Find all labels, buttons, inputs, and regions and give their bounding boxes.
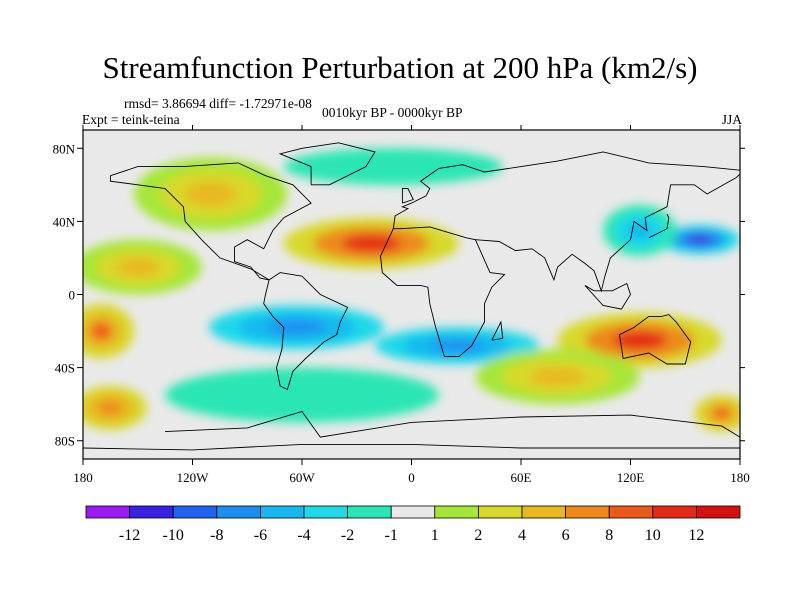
x-tick-label: 120W bbox=[177, 470, 210, 485]
coastline bbox=[401, 188, 414, 204]
colorbar: -12 -10 -8 -6 -4 -2 -1 1 2 4 6 8 10 12 bbox=[85, 505, 741, 544]
field-feature bbox=[267, 320, 326, 335]
x-tick-label: 180 bbox=[73, 470, 93, 485]
colorbar-swatch bbox=[216, 505, 261, 519]
x-tick-label: 120E bbox=[617, 470, 645, 485]
coastline bbox=[584, 282, 631, 310]
colorbar-swatch bbox=[696, 505, 741, 519]
y-tick-label: 40S bbox=[55, 361, 75, 376]
colorbar-swatch bbox=[565, 505, 610, 519]
field-feature bbox=[98, 400, 123, 416]
field-feature bbox=[90, 321, 113, 341]
colorbar-label: 12 bbox=[688, 527, 704, 544]
colorbar-label: -1 bbox=[385, 527, 398, 544]
coastline bbox=[278, 142, 376, 186]
coastlines bbox=[83, 142, 740, 451]
coastline bbox=[392, 151, 740, 229]
rmsd-stats-label: rmsd= 3.86694 diff= -1.72971e-08 bbox=[124, 96, 312, 111]
contour-field bbox=[83, 130, 740, 459]
x-tick-label: 60E bbox=[511, 470, 532, 485]
x-tick-label: 60W bbox=[289, 470, 315, 485]
coastline bbox=[475, 173, 740, 293]
colorbar-label: 10 bbox=[645, 527, 661, 544]
field-feature bbox=[116, 257, 160, 277]
coastline bbox=[619, 314, 692, 365]
colorbar-swatch bbox=[85, 505, 130, 519]
coastline bbox=[380, 226, 506, 358]
colorbar-label: 6 bbox=[562, 527, 570, 544]
field-feature bbox=[686, 234, 714, 245]
y-tick-label: 80N bbox=[53, 141, 76, 156]
colorbar-swatch bbox=[434, 505, 479, 519]
field-feature bbox=[712, 407, 731, 420]
colorbar-swatch bbox=[347, 505, 392, 519]
coastline bbox=[109, 162, 312, 281]
field-feature bbox=[342, 234, 401, 252]
y-tick-label: 40N bbox=[53, 214, 76, 229]
colorbar-label: 8 bbox=[605, 527, 613, 544]
field-feature bbox=[185, 181, 237, 207]
experiment-label: Expt = teink-teina bbox=[82, 112, 180, 127]
coastline bbox=[263, 272, 349, 391]
chart-title: Streamfunction Perturbation at 200 hPa (… bbox=[102, 50, 698, 85]
field-feature bbox=[612, 331, 667, 350]
colorbar-label: -8 bbox=[210, 527, 223, 544]
y-tick-label: 80S bbox=[55, 434, 75, 449]
period-label: 0010kyr BP - 0000kyr BP bbox=[322, 105, 463, 120]
field-feature bbox=[283, 148, 503, 185]
x-tick-label: 0 bbox=[408, 470, 415, 485]
colorbar-swatch bbox=[303, 505, 348, 519]
colorbar-label: -4 bbox=[297, 527, 310, 544]
coastline bbox=[165, 410, 740, 438]
field-feature bbox=[530, 367, 585, 386]
colorbar-label: -2 bbox=[341, 527, 354, 544]
colorbar-label: -6 bbox=[254, 527, 267, 544]
colorbar-label: -12 bbox=[119, 527, 140, 544]
coastline bbox=[648, 213, 670, 239]
colorbar-swatch bbox=[129, 505, 174, 519]
field-feature bbox=[429, 339, 485, 352]
colorbar-swatch bbox=[390, 505, 436, 519]
colorbar-label: -10 bbox=[163, 527, 184, 544]
map-axes: 180 120W 60W 0 60E 120E 180 80N 40N 0 40S 80S bbox=[53, 125, 750, 485]
x-tick-label: 180 bbox=[730, 470, 750, 485]
colorbar-swatch bbox=[172, 505, 218, 519]
coastline bbox=[83, 443, 740, 451]
colorbar-swatch bbox=[259, 505, 305, 519]
y-tick-label: 0 bbox=[69, 288, 76, 303]
colorbar-swatch bbox=[477, 505, 523, 519]
colorbar-label: 2 bbox=[474, 527, 482, 544]
colorbar-swatch bbox=[652, 505, 697, 519]
season-label: JJA bbox=[721, 112, 742, 127]
field-feature bbox=[165, 367, 439, 423]
colorbar-swatch bbox=[608, 505, 654, 519]
colorbar-label: 4 bbox=[518, 527, 526, 544]
colorbar-label: 1 bbox=[431, 527, 439, 544]
coastline bbox=[491, 320, 504, 341]
colorbar-swatch bbox=[521, 505, 566, 519]
